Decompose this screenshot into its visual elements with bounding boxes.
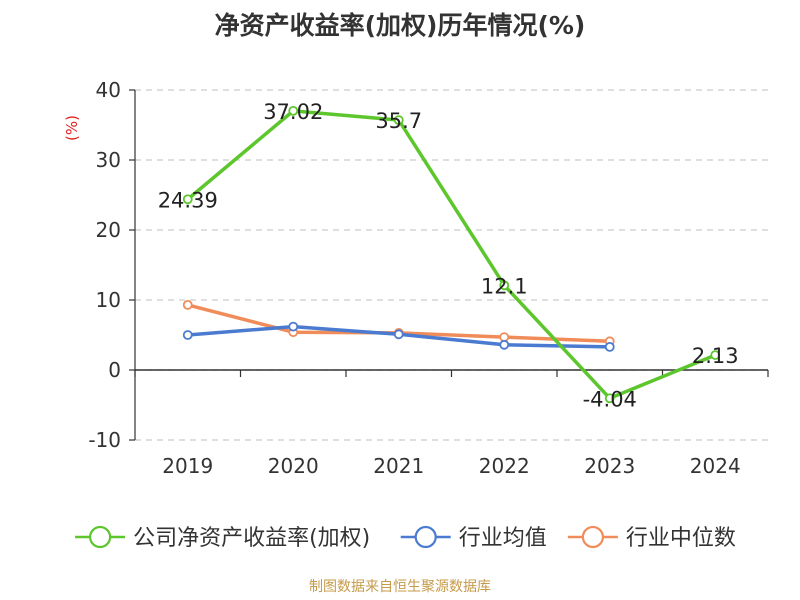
y-tick-label: 0	[108, 358, 121, 382]
series-line	[186, 109, 716, 401]
legend-label: 行业均值	[459, 526, 547, 551]
legend-swatch-marker	[414, 525, 437, 549]
x-tick-label: 2024	[690, 454, 741, 478]
data-label: 2.13	[692, 344, 739, 368]
data-point	[288, 321, 299, 332]
legend-label: 公司净资产收益率(加权)	[133, 526, 370, 551]
data-label: 35.7	[375, 109, 422, 133]
data-point	[710, 350, 721, 360]
y-tick-label: -10	[88, 428, 121, 452]
data-point	[499, 280, 510, 291]
legend-swatch-marker	[88, 525, 112, 549]
x-tick-label: 2021	[373, 454, 424, 478]
data-point	[604, 393, 615, 404]
y-axis-title: (%)	[63, 115, 81, 141]
data-label: 24.39	[158, 188, 218, 212]
data-point	[499, 339, 510, 350]
x-tick-label: 2020	[268, 454, 319, 478]
source-footer: 制图数据来自恒生聚源数据库	[309, 579, 491, 595]
chart-title: 净资产收益率(加权)历年情况(%)	[214, 11, 586, 40]
y-tick-label: 20	[96, 218, 121, 242]
legend-swatch-marker	[581, 525, 605, 549]
data-point	[182, 194, 193, 205]
x-tick-label: 2022	[479, 454, 530, 478]
y-tick-label: 30	[96, 148, 121, 172]
data-point	[604, 341, 615, 352]
data-point	[393, 115, 404, 125]
data-point	[393, 329, 404, 340]
data-label: -4.04	[583, 387, 637, 411]
data-point	[182, 330, 193, 340]
data-point	[288, 105, 299, 116]
x-tick-label: 2023	[584, 454, 635, 478]
data-label: 37.02	[263, 100, 323, 124]
data-point	[182, 299, 193, 310]
data-label: 12.1	[481, 274, 528, 298]
legend-label: 行业中位数	[626, 526, 736, 551]
x-tick-label: 2019	[162, 454, 213, 478]
y-tick-label: 10	[96, 288, 121, 312]
y-tick-label: 40	[96, 78, 121, 102]
